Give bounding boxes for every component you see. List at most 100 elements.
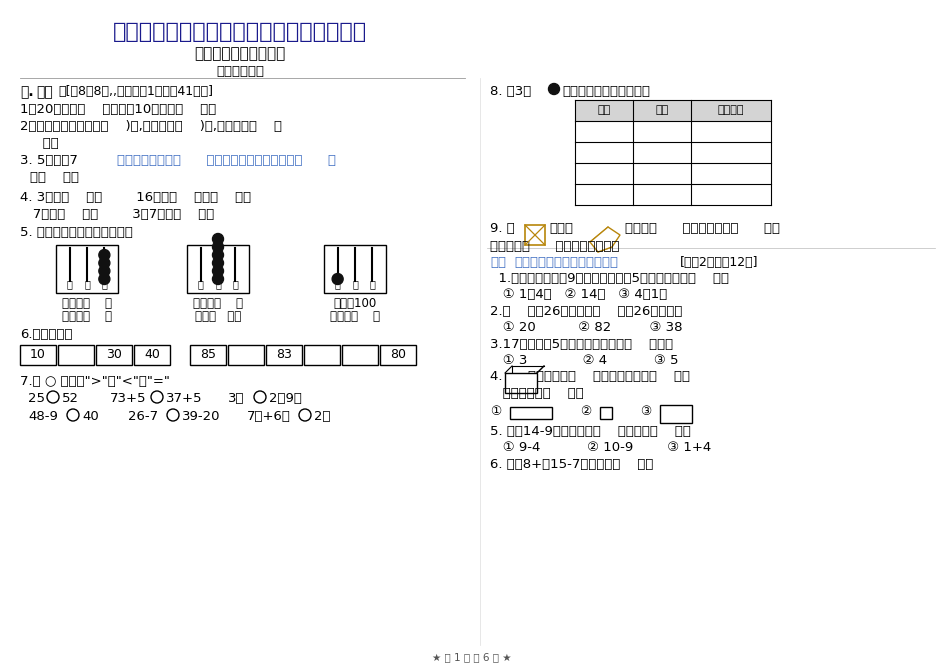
Bar (659, 405, 691, 423)
Text: 后面的面是（    ）。: 后面的面是（ ）。 (490, 387, 583, 400)
Text: 10: 10 (30, 349, 46, 361)
Text: 组成的数: 组成的数 (717, 106, 744, 116)
Text: 5. 画一画，写一写，读一读。: 5. 画一画，写一写，读一读。 (20, 226, 133, 239)
Text: 2．从右边起第一位是（    )位,第二位是（    )位,第三位是（    ）: 2．从右边起第一位是（ )位,第二位是（ )位,第三位是（ ） (20, 120, 281, 133)
Text: 位。: 位。 (30, 137, 59, 150)
Text: （笔试部分）: （笔试部分） (216, 65, 263, 78)
Text: 三角形，（      ）个平行四边形。: 三角形，（ ）个平行四边形。 (490, 240, 619, 253)
Text: 6. 计算8+（15-7），先算（    ）。: 6. 计算8+（15-7），先算（ ）。 (490, 458, 652, 471)
Bar (56, 245, 118, 293)
Text: 6.按规律填数: 6.按规律填数 (20, 328, 73, 341)
Text: 写作：100: 写作：100 (333, 297, 377, 310)
Bar (574, 100, 770, 121)
Text: 3. 5个十和7: 3. 5个十和7 (20, 154, 77, 167)
Text: 十位: 十位 (597, 106, 610, 116)
Text: 7.在 ○ 里填上">"、"<"或"=": 7.在 ○ 里填上">"、"<"或"=" (20, 375, 170, 388)
Text: 拼成的: 拼成的 (548, 222, 572, 235)
Text: 8. 用3颗: 8. 用3颗 (490, 85, 535, 98)
Text: 39-20: 39-20 (182, 410, 220, 423)
Circle shape (212, 250, 224, 261)
Bar (96, 345, 132, 365)
Text: ① 3             ② 4           ③ 5: ① 3 ② 4 ③ 5 (490, 354, 678, 367)
Text: 和（    ）。: 和（ ）。 (30, 171, 79, 184)
Text: ① 20          ② 82         ③ 38: ① 20 ② 82 ③ 38 (490, 321, 682, 334)
Text: 十: 十 (352, 279, 358, 289)
Text: 读作：（    ）: 读作：（ ） (329, 310, 379, 323)
Text: 最新部编人教版一年级数学下册期末测试题: 最新部编人教版一年级数学下册期末测试题 (113, 22, 366, 42)
Text: 填空: 填空 (36, 85, 53, 99)
Text: ①: ① (490, 405, 500, 418)
Bar (525, 225, 545, 245)
Circle shape (331, 273, 343, 285)
Circle shape (67, 409, 79, 421)
Bar (504, 373, 536, 393)
Bar (58, 345, 93, 365)
Circle shape (151, 391, 162, 403)
Text: 7角+6角: 7角+6角 (246, 410, 291, 423)
Text: ★ 第 1 页 共 6 页 ★: ★ 第 1 页 共 6 页 ★ (431, 652, 512, 662)
Text: 2.（    ）比26多得多，（    ）比26多一些。: 2.（ ）比26多得多，（ ）比26多一些。 (490, 305, 682, 318)
Bar (187, 245, 248, 293)
Circle shape (99, 273, 110, 285)
Text: 4. 3角＝（    ）分        16角＝（    ）元（    ）角: 4. 3角＝（ ）分 16角＝（ ）元（ ）角 (20, 191, 251, 204)
Text: （附答案及设计意图）: （附答案及设计意图） (194, 46, 285, 61)
Bar (599, 407, 612, 419)
Text: 80: 80 (390, 349, 406, 361)
Text: 1.小华买铅笔用了9角，买橡皮用了5角，一共用了（    ）。: 1.小华买铅笔用了9角，买橡皮用了5角，一共用了（ ）。 (490, 272, 728, 285)
Text: 4.      左边的面是（    ），下面的面是（    ），: 4. 左边的面是（ ），下面的面是（ ）， (490, 370, 689, 383)
Text: 30: 30 (106, 349, 122, 361)
Bar (379, 345, 415, 365)
Circle shape (212, 242, 224, 253)
Text: 百: 百 (197, 279, 203, 289)
Text: 3.17个苹果，5个装一袋，可以装（    ）袋。: 3.17个苹果，5个装一袋，可以装（ ）袋。 (490, 338, 672, 351)
Text: 个: 个 (369, 279, 375, 289)
Text: 写作：（    ）: 写作：（ ） (193, 297, 243, 310)
Text: 十: 十 (84, 279, 90, 289)
Bar (228, 345, 263, 365)
Text: 十: 十 (215, 279, 221, 289)
Text: 写作：（    ）: 写作：（ ） (62, 297, 112, 310)
Bar (510, 407, 551, 419)
Circle shape (212, 273, 224, 285)
Text: ① 9-4           ② 10-9        ③ 1+4: ① 9-4 ② 10-9 ③ 1+4 (490, 441, 711, 454)
Text: 读作：   六十: 读作： 六十 (194, 310, 241, 323)
Bar (304, 345, 340, 365)
Text: 7元＝（    ）角        3元7角＝（    ）角: 7元＝（ ）角 3元7角＝（ ）角 (20, 208, 214, 221)
Bar (134, 345, 170, 365)
Text: 个位: 个位 (655, 106, 668, 116)
Circle shape (212, 265, 224, 277)
Circle shape (212, 257, 224, 269)
Circle shape (298, 409, 311, 421)
Text: 37+5: 37+5 (166, 392, 202, 405)
Text: 48-9: 48-9 (28, 410, 58, 423)
Text: 个: 个 (101, 279, 108, 289)
Text: 85: 85 (200, 349, 216, 361)
Text: 2元: 2元 (313, 410, 330, 423)
Text: 40: 40 (143, 349, 160, 361)
Text: 个一组成的数是（      ），与它相邻的两个数是（      ）: 个一组成的数是（ ），与它相邻的两个数是（ ） (117, 154, 336, 167)
Text: 40: 40 (82, 410, 98, 423)
Text: ②: ② (580, 405, 591, 418)
Text: 52: 52 (62, 392, 79, 405)
Circle shape (167, 409, 178, 421)
Text: 中，有（      ）个正方形，（      ）个: 中，有（ ）个正方形，（ ）个 (624, 222, 779, 235)
Text: 百: 百 (67, 279, 73, 289)
Circle shape (548, 84, 559, 94)
Text: 在数位表上摆出不同的数: 在数位表上摆出不同的数 (562, 85, 649, 98)
Text: 9. 用: 9. 用 (490, 222, 514, 235)
Text: [每题2分，共12分]: [每题2分，共12分] (680, 256, 758, 269)
Bar (324, 245, 385, 293)
Text: 3元: 3元 (228, 392, 244, 405)
Bar (342, 345, 378, 365)
Text: 2元9角: 2元9角 (269, 392, 301, 405)
Text: 选择合适的序号填在括号里。: 选择合适的序号填在括号里。 (514, 256, 617, 269)
Bar (265, 345, 302, 365)
Circle shape (99, 250, 110, 261)
Circle shape (99, 257, 110, 269)
Circle shape (47, 391, 59, 403)
Polygon shape (589, 227, 619, 252)
Text: 83: 83 (276, 349, 292, 361)
Text: 1．20里面有（    ）个十，10个十是（    ）。: 1．20里面有（ ）个十，10个十是（ ）。 (20, 103, 216, 116)
Text: 个: 个 (232, 279, 238, 289)
Text: 读作：（    ）: 读作：（ ） (62, 310, 112, 323)
